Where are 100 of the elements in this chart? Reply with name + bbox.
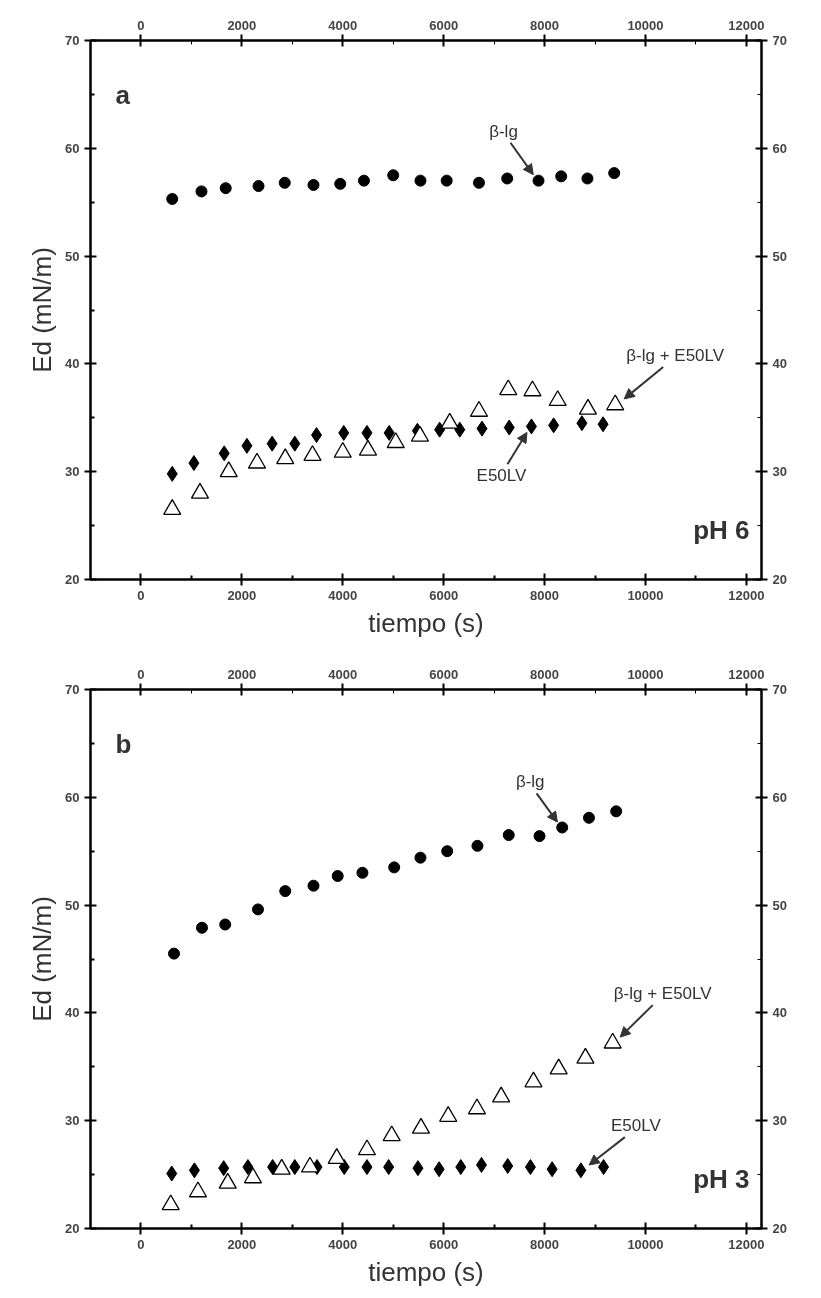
point xyxy=(357,174,370,187)
x2-tick-label: 8000 xyxy=(530,666,560,682)
x-tick-label: 2000 xyxy=(227,587,257,603)
y-tick-label: 60 xyxy=(65,140,80,156)
x-tick-label: 12000 xyxy=(728,1236,765,1252)
x2-tick-label: 10000 xyxy=(627,17,664,33)
annotation: pH 6 xyxy=(693,514,750,545)
point xyxy=(266,435,278,452)
point xyxy=(440,412,459,429)
point xyxy=(361,1159,373,1176)
point xyxy=(383,1159,395,1176)
point xyxy=(469,400,489,417)
point xyxy=(219,461,238,478)
point xyxy=(523,380,542,397)
x-tick-label: 12000 xyxy=(728,587,765,603)
point xyxy=(414,851,427,864)
y2-tick-label: 60 xyxy=(772,140,787,156)
x-tick-label: 2000 xyxy=(227,1236,257,1252)
x-axis-title: tiempo (s) xyxy=(368,1256,484,1287)
point xyxy=(533,830,546,843)
y-axis-title: Ed (mN/m) xyxy=(27,247,58,373)
y-tick-label: 40 xyxy=(65,1005,80,1021)
y2-tick-label: 60 xyxy=(772,789,787,805)
point xyxy=(598,1159,610,1176)
y2-tick-label: 40 xyxy=(772,356,787,372)
x-tick-label: 10000 xyxy=(627,587,664,603)
x-tick-label: 6000 xyxy=(429,587,459,603)
point xyxy=(219,918,232,931)
x2-tick-label: 4000 xyxy=(328,17,358,33)
point xyxy=(361,424,373,441)
point xyxy=(501,172,514,185)
y2-tick-label: 20 xyxy=(772,1221,787,1236)
point xyxy=(548,417,560,434)
point xyxy=(219,182,232,195)
x2-tick-label: 6000 xyxy=(429,666,459,682)
x2-tick-label: 4000 xyxy=(328,666,358,682)
point xyxy=(575,1162,587,1179)
x-tick-label: 4000 xyxy=(328,1236,358,1252)
annotation: a xyxy=(115,79,131,110)
y-tick-label: 50 xyxy=(65,248,80,264)
point xyxy=(597,416,609,433)
point xyxy=(455,1159,467,1176)
point xyxy=(166,1165,178,1182)
y-tick-label: 30 xyxy=(65,1113,80,1129)
point xyxy=(524,1159,536,1176)
point xyxy=(555,170,568,183)
point xyxy=(303,445,322,462)
annotation: β-lg xyxy=(515,772,545,792)
point xyxy=(276,448,295,465)
point xyxy=(546,1161,558,1178)
annotation: E50LV xyxy=(476,466,527,486)
point xyxy=(412,1160,424,1177)
annotation: β-lg + E50LV xyxy=(613,984,713,1004)
point xyxy=(441,845,454,858)
point xyxy=(356,866,369,879)
y-tick-label: 20 xyxy=(65,1221,80,1236)
point xyxy=(525,418,537,435)
y-tick-label: 70 xyxy=(65,33,80,48)
point xyxy=(476,420,488,437)
y-tick-label: 40 xyxy=(65,356,80,372)
y2-tick-label: 20 xyxy=(772,572,787,587)
y2-tick-label: 30 xyxy=(772,1113,787,1129)
point xyxy=(388,861,401,874)
point xyxy=(578,398,598,415)
point xyxy=(576,415,588,432)
annotation: b xyxy=(115,728,132,759)
y-tick-label: 20 xyxy=(65,572,80,587)
point xyxy=(289,435,301,452)
point xyxy=(610,805,623,818)
y-tick-label: 30 xyxy=(65,464,80,480)
point xyxy=(608,167,621,180)
point xyxy=(168,947,180,960)
point xyxy=(503,419,515,436)
annotation: β-lg xyxy=(489,121,518,141)
point xyxy=(247,452,267,469)
x-axis-title: tiempo (s) xyxy=(368,607,484,638)
y2-tick-label: 30 xyxy=(772,464,787,480)
point xyxy=(556,821,569,834)
point xyxy=(581,172,594,185)
point xyxy=(454,421,466,438)
x-tick-label: 4000 xyxy=(328,587,358,603)
y2-tick-label: 50 xyxy=(772,897,787,913)
point xyxy=(252,180,265,193)
point xyxy=(218,445,230,462)
point xyxy=(242,1159,254,1176)
point xyxy=(499,379,518,396)
x2-tick-label: 8000 xyxy=(530,17,560,33)
point xyxy=(387,169,400,182)
point xyxy=(502,829,515,842)
point xyxy=(331,870,344,882)
point xyxy=(307,879,320,892)
y2-tick-label: 70 xyxy=(772,682,787,697)
point xyxy=(289,1159,301,1176)
point xyxy=(188,1162,200,1179)
point xyxy=(548,390,567,407)
point xyxy=(333,441,352,458)
point xyxy=(163,498,182,515)
point xyxy=(334,177,347,190)
point xyxy=(383,424,395,441)
point xyxy=(410,425,430,442)
